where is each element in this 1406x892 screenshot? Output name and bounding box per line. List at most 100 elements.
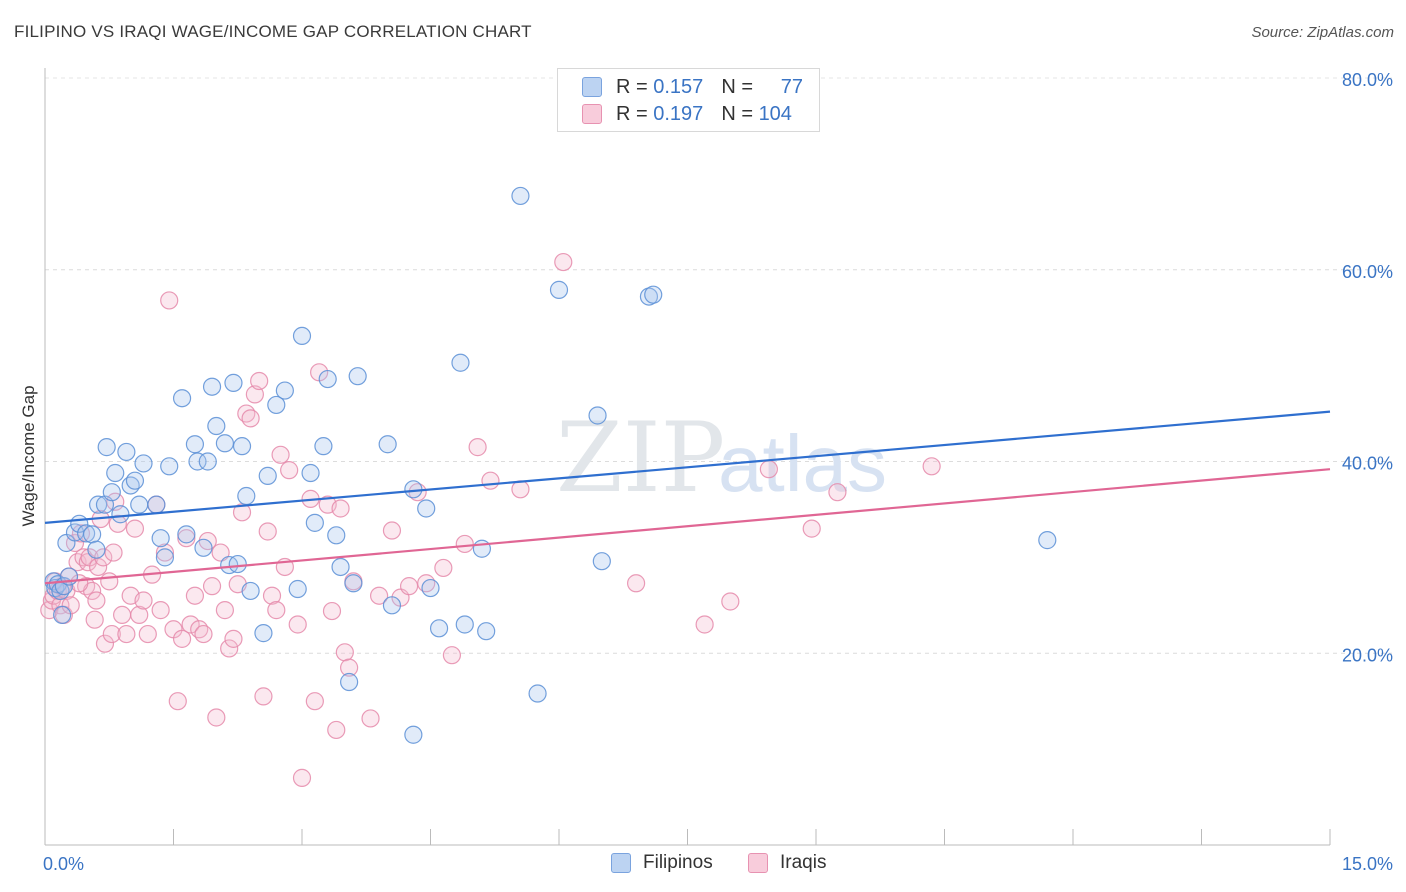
filipino-point xyxy=(237,486,256,506)
n-value: 77 xyxy=(780,75,804,98)
r-value: 0.157 xyxy=(653,75,704,98)
filipino-point xyxy=(301,463,320,483)
y-axis-label: Wage/Income Gap xyxy=(19,385,38,526)
tick-labels: 20.0% 40.0% 60.0% 80.0% 0.0% 15.0% xyxy=(43,70,1393,874)
iraqi-point xyxy=(112,605,132,625)
filipino-point xyxy=(207,416,226,436)
filipino-point xyxy=(130,495,149,514)
filipino-point xyxy=(147,495,166,514)
iraqi-point xyxy=(331,499,350,518)
legend-label-filipinos: Filipinos xyxy=(643,852,713,873)
filipino-point xyxy=(348,367,367,386)
r-value: 0.197 xyxy=(653,102,704,125)
iraqi-point xyxy=(262,586,282,605)
filipino-point xyxy=(305,513,324,532)
iraqi-point xyxy=(224,629,243,648)
filipino-point xyxy=(254,624,273,643)
filipino-point xyxy=(117,442,136,462)
iraqi-point xyxy=(160,291,179,310)
filipino-point xyxy=(194,538,213,557)
iraqi-point xyxy=(181,615,200,634)
iraqi-point xyxy=(340,658,359,677)
n-value: 104 xyxy=(758,102,792,125)
iraqis-swatch xyxy=(582,104,602,124)
iraqi-point xyxy=(130,605,149,625)
iraqi-point xyxy=(245,385,264,404)
iraqi-point xyxy=(468,438,487,457)
iraqi-point xyxy=(267,601,286,620)
iraqi-point xyxy=(399,577,419,596)
iraqi-point xyxy=(168,692,187,711)
filipino-point xyxy=(172,389,192,408)
iraqi-point xyxy=(254,687,273,706)
filipino-point xyxy=(275,381,294,400)
filipino-point xyxy=(155,548,175,567)
iraqi-point xyxy=(554,252,573,272)
filipino-point xyxy=(202,377,222,396)
iraqi-point xyxy=(434,558,453,578)
filipino-point xyxy=(528,684,547,703)
iraqi-point xyxy=(258,522,277,541)
filipino-point xyxy=(644,285,663,304)
iraqi-point xyxy=(211,543,230,562)
filipinos-swatch xyxy=(582,77,602,97)
iraqi-point xyxy=(151,601,170,620)
y-tick-label: 60.0% xyxy=(1342,262,1393,282)
chart-title: FILIPINO VS IRAQI WAGE/INCOME GAP CORREL… xyxy=(14,22,532,41)
filipino-point xyxy=(429,619,449,638)
iraqi-point xyxy=(828,483,847,502)
filipino-point xyxy=(314,437,333,456)
filipino-point xyxy=(177,525,196,544)
source-credit: Source: ZipAtlas.com xyxy=(1251,24,1394,41)
filipino-point xyxy=(404,480,423,499)
filipinos-trend-line xyxy=(44,410,1331,524)
iraqi-point xyxy=(382,521,402,540)
iraqi-point xyxy=(185,586,205,605)
legend-item-filipinos[interactable]: Filipinos xyxy=(611,852,713,874)
iraqi-point xyxy=(85,610,104,629)
iraqi-point xyxy=(327,720,346,740)
iraqi-point xyxy=(87,591,106,610)
filipino-point xyxy=(340,672,359,692)
iraqi-point xyxy=(102,624,121,644)
filipino-point xyxy=(241,581,260,601)
legend-row-filipinos: R = 0.157 N = 77 xyxy=(582,74,803,100)
watermark-atlas: atlas xyxy=(718,419,887,508)
iraqi-point xyxy=(802,519,821,538)
legend-item-iraqis[interactable]: Iraqis xyxy=(748,852,826,874)
iraqi-point xyxy=(361,709,380,728)
axes xyxy=(44,68,1331,846)
filipino-point xyxy=(151,529,170,548)
iraqi-point xyxy=(134,591,153,610)
filipino-point xyxy=(511,186,530,206)
filipino-point xyxy=(451,353,470,372)
iraqis-points xyxy=(40,252,941,787)
filipino-point xyxy=(258,466,277,485)
iraqi-point xyxy=(511,480,530,499)
filipino-point xyxy=(198,452,217,471)
iraqi-point xyxy=(202,577,222,596)
filipino-point xyxy=(382,596,402,615)
filipino-point xyxy=(592,552,611,571)
iraqi-point xyxy=(104,543,123,562)
x-tick-label-max: 15.0% xyxy=(1342,854,1393,874)
filipino-point xyxy=(83,525,102,544)
y-tick-label: 20.0% xyxy=(1342,645,1393,665)
filipino-point xyxy=(331,557,350,577)
filipino-point xyxy=(288,579,307,599)
iraqi-point xyxy=(138,624,157,644)
iraqi-point xyxy=(335,643,354,662)
trend-lines xyxy=(44,410,1331,585)
iraqi-point xyxy=(215,601,234,620)
filipino-point xyxy=(106,463,125,483)
iraqi-point xyxy=(95,634,115,653)
iraqi-point xyxy=(695,615,714,634)
filipino-point xyxy=(421,578,440,598)
iraqi-point xyxy=(288,615,307,634)
filipino-point xyxy=(477,622,496,641)
filipino-point xyxy=(292,326,312,346)
filipino-point xyxy=(53,605,72,625)
iraqi-point xyxy=(194,624,213,644)
iraqi-point xyxy=(172,629,192,648)
filipino-point xyxy=(111,505,130,524)
